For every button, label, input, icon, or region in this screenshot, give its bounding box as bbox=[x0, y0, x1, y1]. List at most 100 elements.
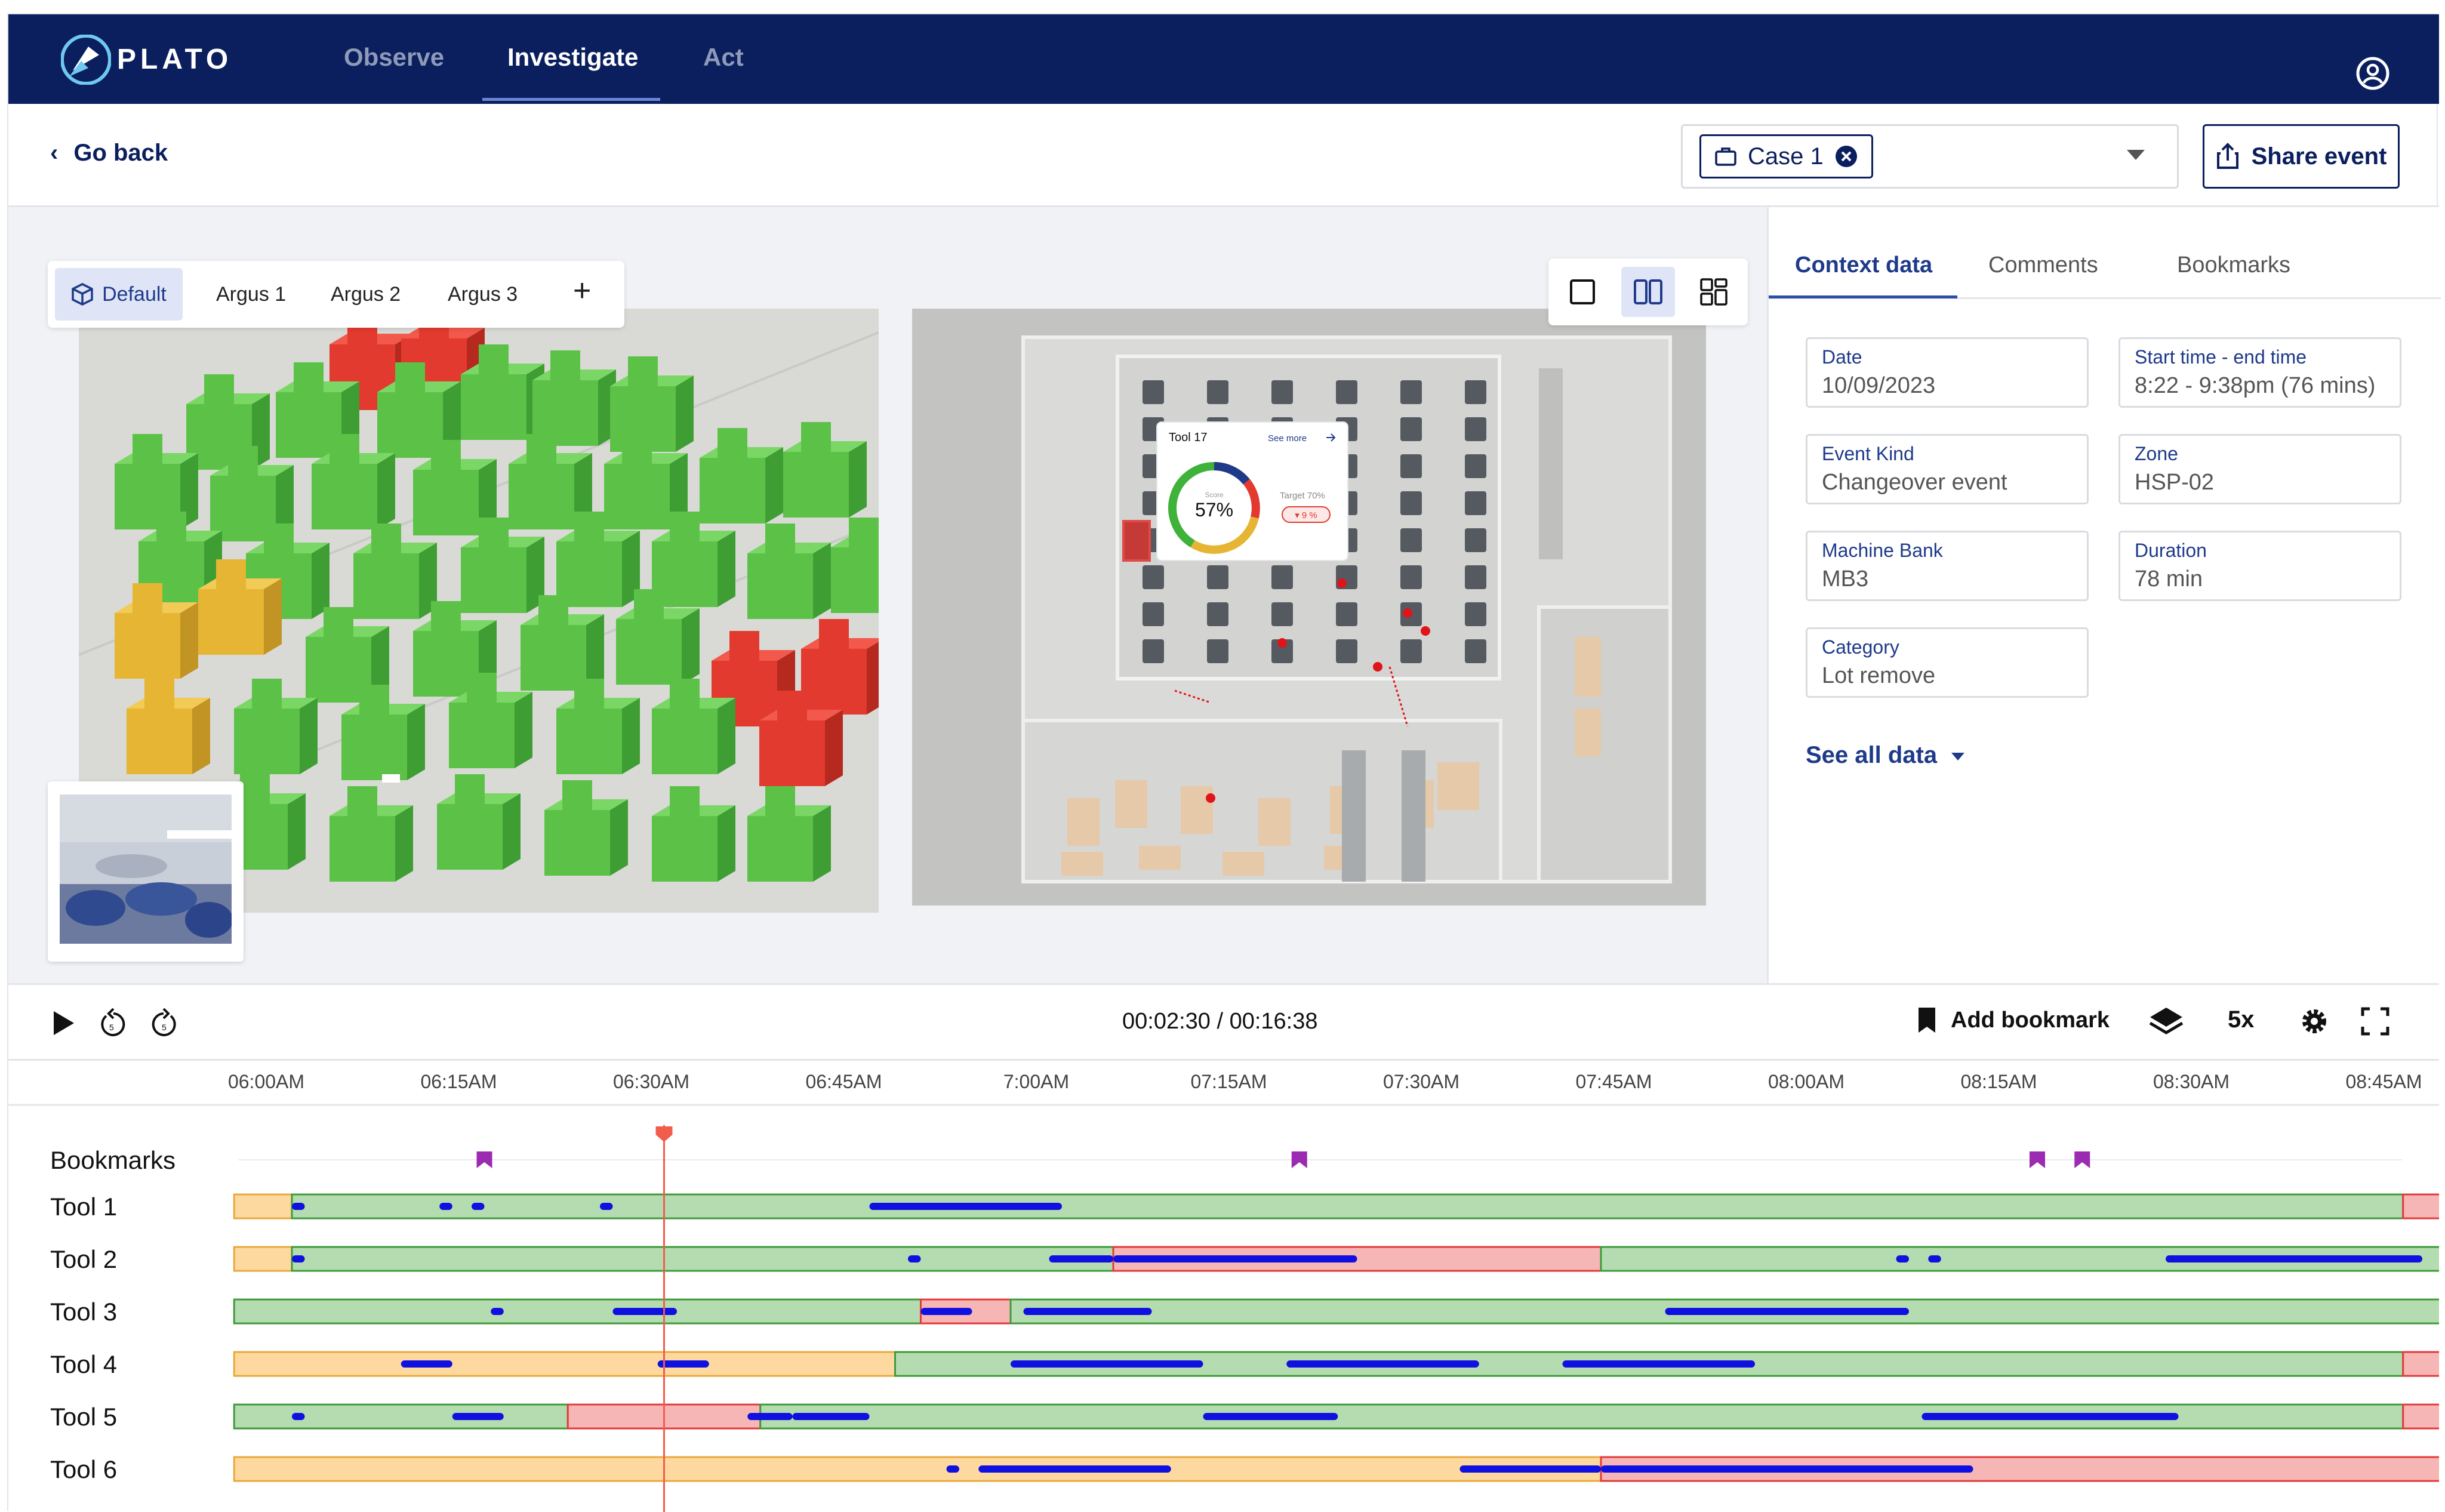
machine-block[interactable] bbox=[341, 715, 407, 780]
plato-logo-icon[interactable] bbox=[61, 35, 111, 85]
activity-bar[interactable] bbox=[1113, 1255, 1357, 1262]
machine-block[interactable] bbox=[449, 703, 515, 768]
split-layout-button[interactable] bbox=[1621, 267, 1675, 317]
view-tab-argus-2[interactable]: Argus 2 bbox=[331, 282, 401, 306]
activity-bar[interactable] bbox=[439, 1203, 452, 1210]
activity-bar[interactable] bbox=[1203, 1413, 1338, 1420]
activity-bar[interactable] bbox=[452, 1413, 497, 1420]
machine-block[interactable] bbox=[461, 547, 526, 613]
machine-block[interactable] bbox=[461, 374, 526, 440]
machine-block[interactable] bbox=[616, 619, 682, 685]
machine-cell[interactable] bbox=[1207, 565, 1228, 589]
add-bookmark-button[interactable]: Add bookmark bbox=[1951, 1008, 2110, 1033]
state-segment-ok[interactable] bbox=[233, 1298, 922, 1325]
nav-tab-act[interactable]: Act bbox=[703, 43, 744, 71]
machine-block[interactable] bbox=[330, 816, 395, 882]
state-segment-idle[interactable] bbox=[233, 1456, 1602, 1482]
operator-dot[interactable] bbox=[1421, 626, 1430, 636]
activity-bar[interactable] bbox=[747, 1413, 793, 1420]
machine-cell[interactable] bbox=[1207, 639, 1228, 663]
rewind-icon[interactable]: 5 bbox=[98, 1008, 128, 1040]
activity-bar[interactable] bbox=[401, 1360, 452, 1368]
grid-layout-button[interactable] bbox=[1687, 267, 1741, 317]
add-view-button[interactable]: + bbox=[573, 273, 592, 308]
state-segment-fault[interactable] bbox=[2402, 1351, 2439, 1377]
state-segment-idle[interactable] bbox=[233, 1193, 293, 1220]
machine-cell[interactable] bbox=[1143, 602, 1164, 626]
activity-bar[interactable] bbox=[1023, 1308, 1152, 1315]
activity-bar[interactable] bbox=[1921, 1413, 2179, 1420]
account-icon[interactable] bbox=[2355, 56, 2390, 91]
activity-bar[interactable] bbox=[908, 1255, 921, 1262]
activity-bar[interactable] bbox=[978, 1465, 1171, 1473]
machine-cell[interactable] bbox=[1400, 528, 1422, 552]
activity-bar[interactable] bbox=[600, 1203, 613, 1210]
machine-cell[interactable] bbox=[1336, 380, 1357, 404]
machine-cell[interactable] bbox=[1400, 565, 1422, 589]
machine-cell[interactable] bbox=[1271, 602, 1293, 626]
state-segment-idle[interactable] bbox=[233, 1246, 293, 1272]
camera-thumbnail[interactable] bbox=[48, 781, 244, 962]
activity-bar[interactable] bbox=[657, 1360, 709, 1368]
machine-cell[interactable] bbox=[1336, 602, 1357, 626]
operator-dot[interactable] bbox=[1403, 608, 1412, 618]
machine-block[interactable] bbox=[437, 804, 503, 870]
single-layout-button[interactable] bbox=[1556, 267, 1609, 317]
activity-bar[interactable] bbox=[2166, 1255, 2422, 1262]
machine-block[interactable] bbox=[127, 709, 192, 774]
machine-block[interactable] bbox=[801, 649, 867, 715]
activity-bar[interactable] bbox=[292, 1255, 305, 1262]
state-segment-idle[interactable] bbox=[233, 1351, 896, 1377]
machine-cell[interactable] bbox=[1465, 417, 1486, 441]
machine-block[interactable] bbox=[312, 464, 377, 529]
event-timeline[interactable]: 06:00AM 06:15AM 06:30AM 06:45AM 7:00AM 07:15A… bbox=[8, 1061, 2439, 1512]
nav-tab-observe[interactable]: Observe bbox=[344, 43, 445, 71]
activity-bar[interactable] bbox=[920, 1308, 972, 1315]
machine-block[interactable] bbox=[115, 613, 180, 679]
view-tab-argus-1[interactable]: Argus 1 bbox=[216, 282, 287, 306]
operator-dot[interactable] bbox=[1206, 793, 1215, 803]
state-segment-ok[interactable] bbox=[233, 1403, 569, 1430]
go-back-link[interactable]: ‹ Go back bbox=[50, 140, 168, 167]
playhead-handle[interactable] bbox=[655, 1126, 673, 1142]
machine-cell[interactable] bbox=[1271, 380, 1293, 404]
activity-bar[interactable] bbox=[1459, 1465, 1602, 1473]
machine-cell[interactable] bbox=[1465, 565, 1486, 589]
operator-dot[interactable] bbox=[1277, 638, 1287, 648]
operator-dot[interactable] bbox=[1337, 578, 1347, 588]
chevron-down-icon[interactable] bbox=[2127, 150, 2145, 160]
activity-bar[interactable] bbox=[1601, 1465, 1973, 1473]
machine-block[interactable] bbox=[783, 452, 849, 518]
activity-bar[interactable] bbox=[1928, 1255, 1941, 1262]
operator-dot[interactable] bbox=[1373, 662, 1382, 672]
popup-see-more-link[interactable]: See more bbox=[1268, 433, 1307, 444]
machine-cell[interactable] bbox=[1465, 602, 1486, 626]
activity-bar[interactable] bbox=[946, 1465, 960, 1473]
machine-cell[interactable] bbox=[1207, 380, 1228, 404]
case-chip[interactable]: Case 1 bbox=[1699, 134, 1873, 178]
machine-cell[interactable] bbox=[1336, 639, 1357, 663]
activity-bar[interactable] bbox=[472, 1203, 485, 1210]
machine-cell[interactable] bbox=[1400, 491, 1422, 515]
activity-bar[interactable] bbox=[1562, 1360, 1756, 1368]
activity-bar[interactable] bbox=[292, 1203, 305, 1210]
machine-cell[interactable] bbox=[1207, 602, 1228, 626]
machine-cell[interactable] bbox=[1400, 380, 1422, 404]
machine-cell[interactable] bbox=[1465, 491, 1486, 515]
bookmark-marker[interactable] bbox=[2030, 1151, 2045, 1168]
bookmark-marker[interactable] bbox=[476, 1151, 492, 1168]
remove-chip-icon[interactable] bbox=[1834, 144, 1858, 168]
activity-bar[interactable] bbox=[869, 1203, 1063, 1210]
machine-block[interactable] bbox=[413, 470, 479, 535]
view-tab-default[interactable]: Default bbox=[55, 268, 183, 321]
machine-cell[interactable] bbox=[1271, 639, 1293, 663]
see-all-data-button[interactable]: See all data bbox=[1806, 742, 1965, 769]
tab-comments[interactable]: Comments bbox=[1988, 252, 2098, 278]
machine-cell[interactable] bbox=[1143, 639, 1164, 663]
machine-cell[interactable] bbox=[1143, 565, 1164, 589]
machine-cell[interactable] bbox=[1400, 639, 1422, 663]
machine-block[interactable] bbox=[652, 816, 718, 882]
machine-cell[interactable] bbox=[1465, 528, 1486, 552]
